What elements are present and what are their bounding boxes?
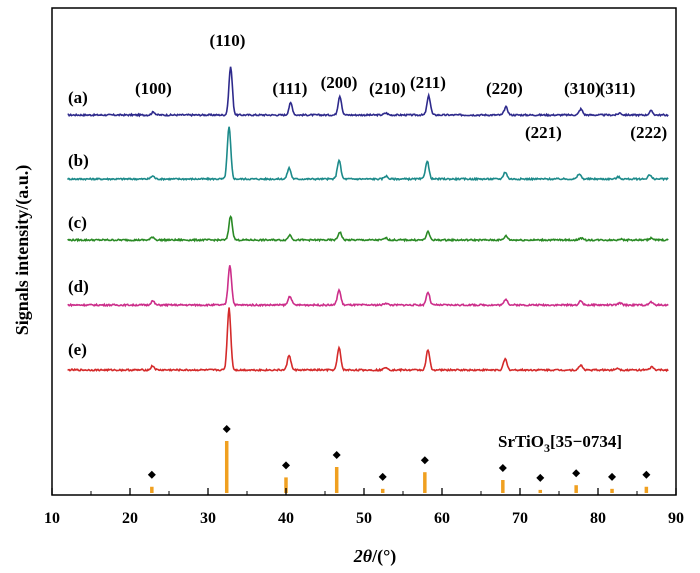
peak-label: (100) <box>135 79 172 98</box>
x-tick-label: 40 <box>278 510 294 527</box>
peak-label: (310) <box>564 79 601 98</box>
x-axis-title-symbol: 2θ <box>353 546 373 566</box>
x-tick-label: 20 <box>122 510 138 527</box>
trace-e <box>67 307 669 373</box>
trace-layer <box>66 66 669 373</box>
diamond-marker <box>282 461 290 470</box>
diamond-marker <box>147 470 156 479</box>
diamond-marker <box>608 472 617 481</box>
peak-label: (222) <box>630 123 667 142</box>
diamond-marker <box>642 470 651 479</box>
x-tick-label: 60 <box>434 510 450 527</box>
trace-label: (d) <box>68 277 89 296</box>
trace-c <box>67 215 669 243</box>
x-tick-label: 70 <box>512 510 528 527</box>
x-tick-label: 50 <box>356 510 372 527</box>
peak-label: (200) <box>321 73 358 92</box>
x-axis-title-unit: /(°) <box>371 546 396 567</box>
x-axis-title: 2θ/(°) <box>353 546 397 567</box>
trace-d <box>67 265 669 308</box>
reference-label-sub: 3 <box>544 441 550 455</box>
x-axis: 10 20 30 40 50 60 70 80 90 <box>44 488 684 527</box>
peak-label: (210) <box>369 79 406 98</box>
trace-a <box>67 66 669 118</box>
reference-label-main: SrTiO <box>498 432 544 451</box>
diamond-marker <box>498 464 507 472</box>
peak-label: (111) <box>272 79 307 98</box>
trace-label: (a) <box>68 88 88 107</box>
reference-label-tail: [35−0734] <box>550 432 622 451</box>
trace-label: (e) <box>68 340 87 359</box>
reference-label: SrTiO3[35−0734] <box>498 432 622 455</box>
trace-label: (b) <box>68 151 89 170</box>
trace-label-layer: (a) (b) (c) (d) (e) <box>68 88 89 359</box>
peak-label-layer: (100) (110) (111) (200) (210) (211) (220) (221)… <box>135 31 667 142</box>
trace-b <box>66 126 669 182</box>
diamond-marker <box>378 472 387 481</box>
diamond-marker <box>222 425 231 433</box>
y-axis-title: Signals intensity/(a.u.) <box>12 165 33 336</box>
x-tick-label: 30 <box>200 510 216 527</box>
reference-pattern <box>147 425 651 493</box>
x-tick-label: 80 <box>590 510 606 527</box>
peak-label: (220) <box>486 79 523 98</box>
trace-label: (c) <box>68 213 87 232</box>
diamond-marker <box>572 469 581 478</box>
peak-label: (221) <box>525 123 562 142</box>
x-tick-label: 90 <box>668 510 684 527</box>
peak-label: (311) <box>600 79 636 98</box>
diamond-marker <box>332 451 341 459</box>
x-tick-label: 10 <box>44 510 60 527</box>
diamond-marker <box>536 473 545 482</box>
peak-label: (110) <box>210 31 246 50</box>
diamond-marker <box>420 456 429 465</box>
peak-label: (211) <box>410 73 446 92</box>
